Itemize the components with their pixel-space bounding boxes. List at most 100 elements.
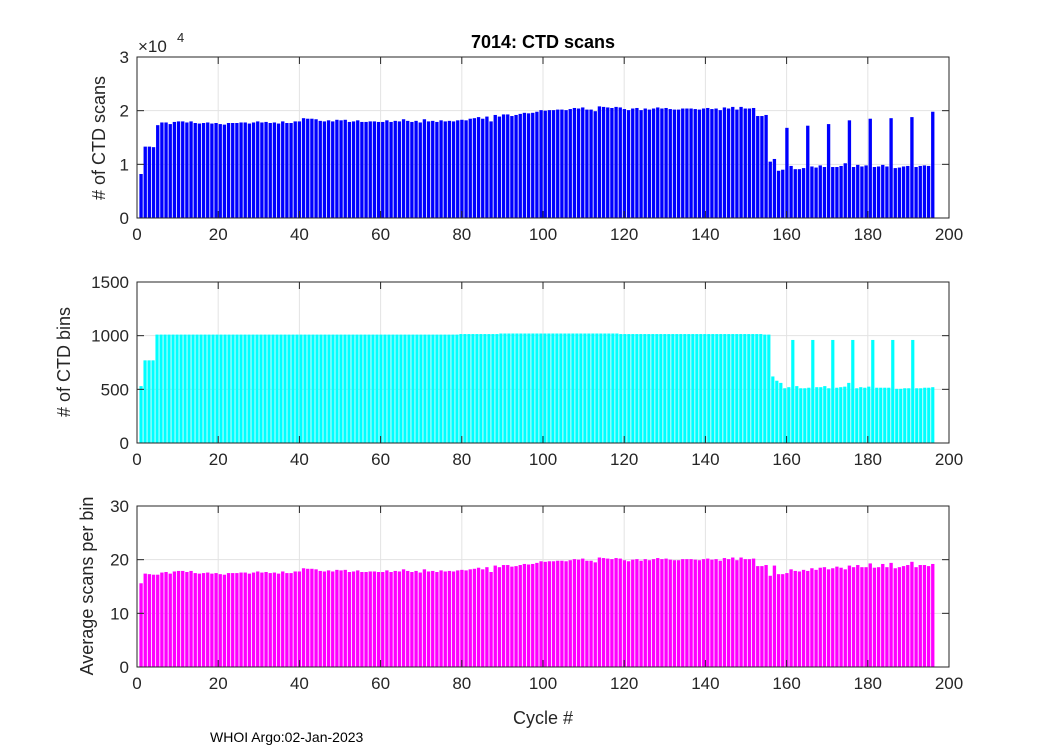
bar	[272, 572, 277, 667]
bar	[439, 120, 443, 218]
bar	[660, 108, 664, 218]
bar	[485, 116, 489, 218]
bar	[171, 334, 175, 443]
bar	[672, 560, 677, 667]
bar	[614, 558, 618, 667]
bar	[183, 334, 187, 443]
bar	[539, 333, 543, 443]
bar	[239, 334, 243, 443]
bar	[618, 107, 622, 218]
bar	[735, 334, 739, 443]
bar	[460, 569, 464, 667]
bar	[776, 574, 781, 667]
bar	[367, 334, 371, 443]
bar	[535, 111, 539, 218]
bar	[351, 121, 356, 218]
bar	[155, 334, 159, 443]
bar	[497, 567, 502, 667]
bar	[581, 107, 585, 218]
bar	[375, 334, 379, 443]
bar	[185, 572, 189, 667]
bar	[860, 567, 864, 667]
bar	[172, 571, 177, 667]
bar	[403, 334, 407, 443]
y-tick-label: 0	[120, 434, 129, 453]
bar	[751, 558, 756, 667]
bar	[776, 170, 781, 218]
bar	[443, 571, 447, 667]
bar	[260, 572, 264, 667]
bar	[475, 334, 479, 443]
bar	[510, 566, 514, 667]
bar	[351, 334, 355, 443]
bar	[814, 569, 818, 667]
bar	[143, 573, 147, 667]
bar	[211, 334, 215, 443]
bar	[881, 563, 885, 667]
bar	[699, 334, 703, 443]
bar	[476, 567, 481, 667]
bar	[311, 334, 315, 443]
bar	[547, 561, 552, 667]
bar	[768, 575, 772, 667]
x-tick-label: 120	[610, 674, 638, 693]
bar	[827, 388, 831, 443]
bar	[297, 121, 302, 218]
bar	[363, 334, 367, 443]
bar	[751, 334, 755, 443]
bar	[343, 119, 347, 218]
bar	[831, 167, 835, 218]
x-tick-label: 40	[290, 225, 309, 244]
bar	[356, 570, 360, 667]
bar	[201, 573, 206, 667]
bar	[710, 559, 714, 667]
bar	[681, 559, 685, 667]
bar	[335, 119, 339, 218]
bar	[419, 334, 423, 443]
bar	[723, 334, 727, 443]
bar	[718, 560, 722, 667]
bar	[201, 123, 206, 218]
bar	[867, 386, 871, 443]
bar	[547, 110, 552, 218]
bar	[231, 123, 235, 218]
x-tick-label: 180	[854, 674, 882, 693]
bar	[626, 561, 631, 667]
bar	[139, 386, 143, 443]
bar	[593, 111, 597, 218]
bar	[306, 568, 310, 667]
bar	[719, 334, 723, 443]
bar	[415, 334, 419, 443]
bar	[876, 567, 881, 667]
x-tick-label: 100	[529, 450, 557, 469]
x-tick-label: 80	[452, 225, 471, 244]
y-tick-label: 20	[110, 551, 129, 570]
bar	[447, 570, 452, 667]
bar	[656, 107, 660, 218]
bar	[522, 563, 527, 667]
bar	[860, 166, 864, 218]
bar	[818, 165, 822, 218]
bar	[901, 566, 906, 667]
bar	[176, 570, 181, 667]
bar	[315, 334, 319, 443]
bar	[893, 168, 897, 218]
bar	[499, 333, 503, 443]
bar	[271, 334, 275, 443]
bar	[643, 334, 647, 443]
bar	[215, 334, 219, 443]
bar	[722, 107, 727, 218]
bar	[339, 570, 343, 667]
bar	[759, 334, 763, 443]
bar	[156, 574, 160, 667]
bar	[347, 572, 352, 667]
bar	[772, 158, 777, 218]
bar	[659, 334, 663, 443]
x-tick-label: 100	[529, 225, 557, 244]
bar	[331, 571, 335, 667]
bar	[331, 121, 335, 218]
bar	[310, 118, 314, 218]
bar	[383, 334, 387, 443]
bar	[301, 568, 306, 667]
bar	[579, 333, 583, 443]
